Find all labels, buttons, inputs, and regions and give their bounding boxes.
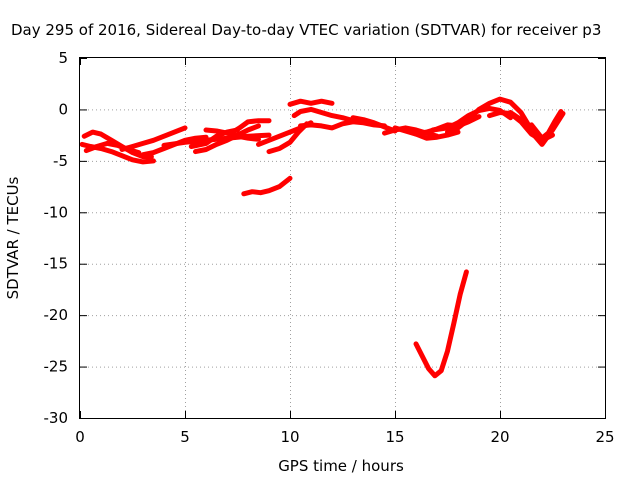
- data-arc-arc-6: [161, 132, 272, 148]
- data-arc-arc-15: [291, 106, 356, 124]
- data-arc-arc-25: [529, 109, 564, 141]
- plot-frame: [79, 57, 606, 419]
- x-tick-label: 10: [280, 428, 299, 446]
- x-tick-label: 5: [180, 428, 190, 446]
- y-tick-label: -10: [44, 203, 69, 221]
- axis-ticks: 0 5 10 15 20 25 5 0 -5 -10 -15 -20 -25 -30: [44, 49, 615, 446]
- data-arc-arc-10: [228, 118, 272, 136]
- y-tick-label: 5: [58, 49, 68, 67]
- x-axis-label: GPS time / hours: [278, 457, 404, 475]
- y-tick-label: -5: [53, 152, 68, 170]
- data-arc-arc-19: [392, 125, 461, 141]
- y-axis-label: SDTVAR / TECUs: [4, 176, 22, 299]
- y-tick-label: -25: [44, 358, 69, 376]
- y-tick-label: -20: [44, 306, 69, 324]
- data-arc-arc-26: [413, 269, 469, 379]
- data-arc-arc-8: [193, 123, 261, 155]
- x-tick-label: 20: [490, 428, 509, 446]
- data-series: [79, 96, 566, 379]
- data-arc-arc-14: [287, 98, 335, 107]
- x-tick-label: 0: [75, 428, 85, 446]
- data-arc-arc-4: [119, 125, 188, 152]
- data-arc-arc-22: [445, 96, 545, 143]
- data-arc-arc-17: [350, 115, 398, 134]
- x-tick-label: 25: [595, 428, 614, 446]
- grid: [80, 58, 605, 418]
- chart-title: Day 295 of 2016, Sidereal Day-to-day VTE…: [11, 21, 601, 39]
- data-arc-arc-13: [266, 121, 310, 155]
- y-tick-label: 0: [58, 100, 68, 118]
- data-arc-arc-11: [241, 175, 293, 197]
- y-tick-label: -15: [44, 255, 69, 273]
- x-tick-label: 15: [385, 428, 404, 446]
- y-tick-label: -30: [44, 409, 69, 427]
- data-arc-arc-3: [83, 140, 142, 156]
